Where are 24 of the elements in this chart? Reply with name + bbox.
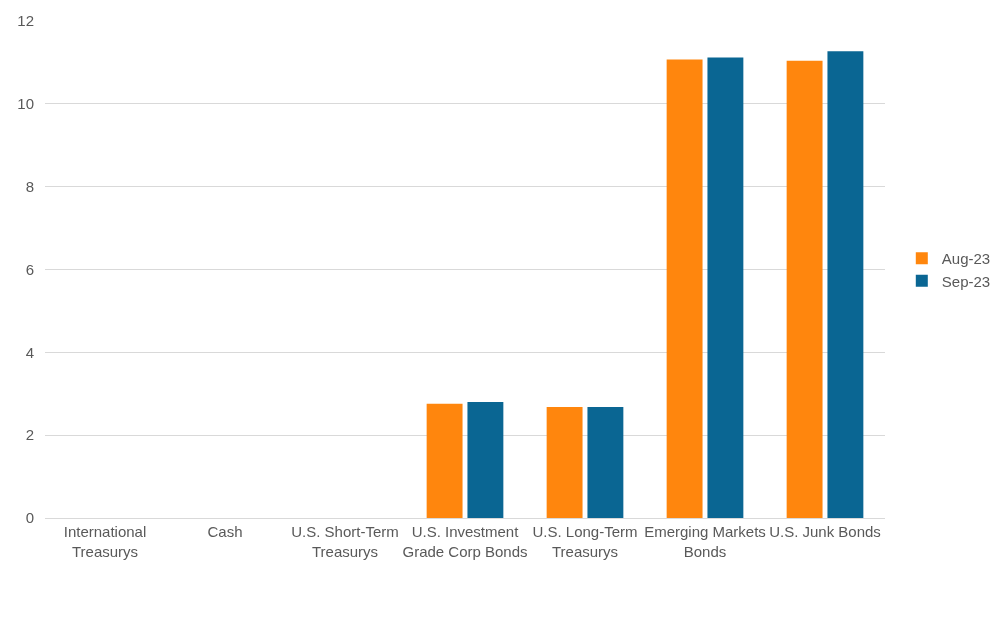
legend-label: Sep-23 xyxy=(941,272,991,290)
y-tick-label: 0 xyxy=(25,509,34,527)
bar xyxy=(467,402,504,518)
y-tick-label: 12 xyxy=(17,12,34,30)
bar xyxy=(666,59,703,518)
bar xyxy=(786,60,823,518)
y-tick-label: 6 xyxy=(25,260,34,278)
x-tick-label: Cash xyxy=(207,523,243,540)
y-tick-label: 8 xyxy=(25,177,34,195)
bar xyxy=(587,407,624,518)
x-tick-label: U.S. Junk Bonds xyxy=(769,523,881,540)
y-tick-label: 4 xyxy=(25,343,34,361)
y-tick-label: 10 xyxy=(17,95,34,113)
x-tick-label: International Treasurys xyxy=(63,523,147,560)
legend-label: Aug-23 xyxy=(941,250,991,268)
x-tick-label: U.S. Short-Term Treasurys xyxy=(291,523,399,560)
x-tick-label: U.S. Long-Term Treasurys xyxy=(532,523,638,560)
x-tick-label: Emerging Markets Bonds xyxy=(644,523,766,560)
bar xyxy=(426,403,463,518)
bar xyxy=(827,51,864,518)
y-tick-label: 2 xyxy=(25,426,34,444)
x-tick-label: U.S. Investment Grade Corp Bonds xyxy=(402,523,528,560)
bar xyxy=(707,57,744,518)
bar xyxy=(546,407,583,518)
